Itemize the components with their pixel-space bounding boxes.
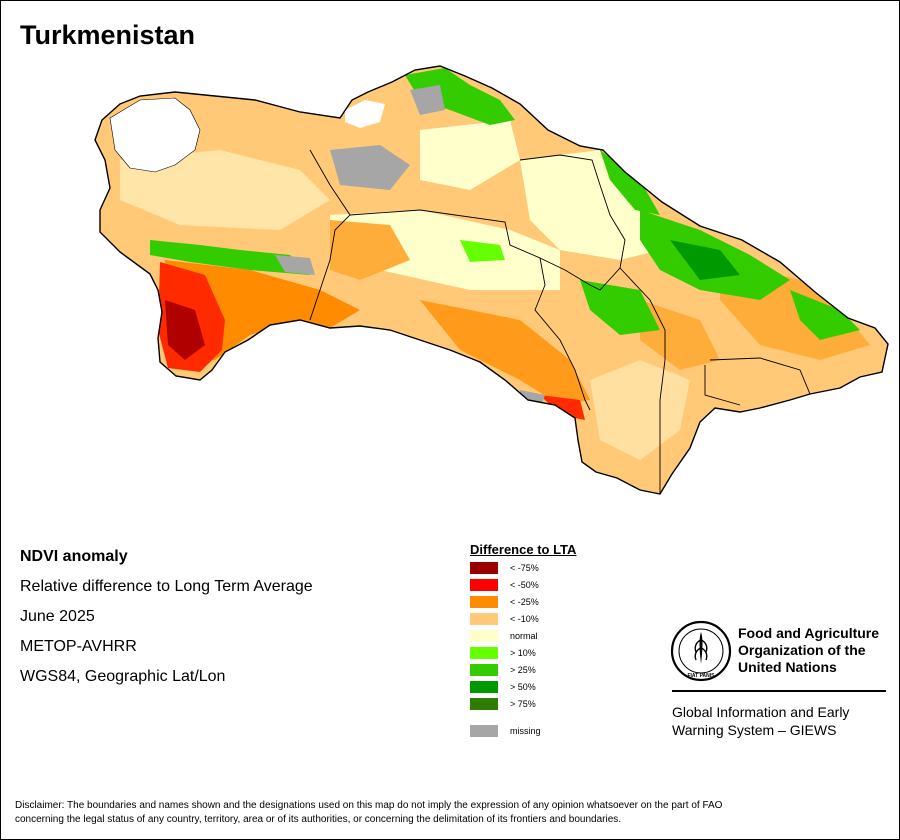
map-title: Turkmenistan bbox=[20, 20, 196, 50]
raster-darkgreen-amudarya bbox=[670, 240, 740, 280]
product-projection: WGS84, Geographic Lat/Lon bbox=[20, 668, 226, 685]
boundary-balkan-ahal bbox=[309, 149, 351, 321]
legend-label: < -75% bbox=[510, 563, 539, 573]
raster-orange-east bbox=[640, 300, 720, 370]
garabogaz-bay bbox=[109, 97, 201, 173]
legend-swatch bbox=[470, 579, 498, 591]
raster-orange-south bbox=[420, 300, 590, 405]
legend-swatch bbox=[470, 613, 498, 625]
legend-label: > 10% bbox=[510, 648, 536, 658]
legend-swatch bbox=[470, 681, 498, 693]
legend-swatch bbox=[470, 562, 498, 574]
ndvi-raster bbox=[95, 66, 888, 494]
raster-green-north bbox=[405, 68, 515, 125]
legend-swatch bbox=[470, 664, 498, 676]
product-period: June 2025 bbox=[20, 608, 95, 625]
fao-name: Food and Agriculture Organization of the… bbox=[738, 625, 898, 676]
boundary-dashoguz-lebap bbox=[519, 154, 626, 291]
raster-green-far-east bbox=[790, 290, 860, 340]
giews-line1: Global Information and Early bbox=[672, 704, 850, 720]
legend-title: Difference to LTA bbox=[470, 542, 577, 557]
legend-swatch bbox=[470, 596, 498, 608]
raster-lightgreen-central bbox=[460, 240, 505, 262]
fao-divider bbox=[672, 690, 886, 692]
disclaimer: Disclaimer: The boundaries and names sho… bbox=[15, 799, 885, 827]
legend-label: > 75% bbox=[510, 699, 536, 709]
raster-missing-west bbox=[275, 255, 315, 275]
legend-label: > 50% bbox=[510, 682, 536, 692]
product-description: Relative difference to Long Term Average bbox=[20, 578, 313, 595]
fao-emblem-letters: FAO bbox=[700, 642, 702, 645]
raster-light-southeast bbox=[590, 360, 690, 460]
raster-normal-northeast bbox=[520, 150, 660, 260]
raster-red-south bbox=[540, 395, 585, 420]
raster-green-kopetdag bbox=[150, 240, 310, 275]
province-boundaries bbox=[309, 149, 811, 494]
disclaimer-line1: Disclaimer: The boundaries and names sho… bbox=[15, 800, 723, 811]
giews-name: Global Information and Early Warning Sys… bbox=[672, 703, 892, 739]
raster-normal-north bbox=[420, 120, 520, 190]
legend-swatch bbox=[470, 698, 498, 710]
boundary-mary-lebap bbox=[619, 267, 666, 494]
product-name: NDVI anomaly bbox=[20, 548, 128, 565]
raster-darkred-southwest bbox=[165, 300, 205, 360]
fao-emblem-icon: FAO FIAT PANIS bbox=[670, 620, 732, 682]
boundary-ahal-mary bbox=[349, 209, 591, 411]
legend-label: < -50% bbox=[510, 580, 539, 590]
legend-label: < -25% bbox=[510, 597, 539, 607]
boundary-lebap-south bbox=[709, 357, 811, 395]
disclaimer-line2: concerning the legal status of any count… bbox=[15, 814, 622, 825]
raster-green-northeast bbox=[600, 150, 660, 215]
raster-missing-lake bbox=[410, 85, 445, 115]
product-sensor: METOP-AVHRR bbox=[20, 638, 137, 655]
turkmenistan-map bbox=[94, 65, 889, 495]
boundary-lebap-southwest bbox=[704, 365, 741, 406]
raster-green-murgap bbox=[580, 280, 660, 335]
legend-label: > 25% bbox=[510, 665, 536, 675]
raster-missing-north bbox=[330, 145, 410, 190]
legend-swatch bbox=[470, 725, 498, 737]
fao-name-line3: United Nations bbox=[738, 659, 837, 675]
legend-swatch bbox=[470, 630, 498, 642]
fao-name-line1: Food and Agriculture bbox=[738, 625, 880, 641]
legend-swatch bbox=[470, 647, 498, 659]
raster-light-west bbox=[120, 150, 330, 230]
fao-emblem-motto: FIAT PANIS bbox=[687, 673, 715, 679]
legend-label: < -10% bbox=[510, 614, 539, 624]
raster-orange-central bbox=[330, 220, 410, 280]
legend-label: missing bbox=[510, 726, 541, 736]
fao-name-line2: Organization of the bbox=[738, 642, 866, 658]
giews-line2: Warning System – GIEWS bbox=[672, 722, 837, 738]
sarygamysh-lake bbox=[345, 100, 385, 128]
legend-label: normal bbox=[510, 631, 538, 641]
